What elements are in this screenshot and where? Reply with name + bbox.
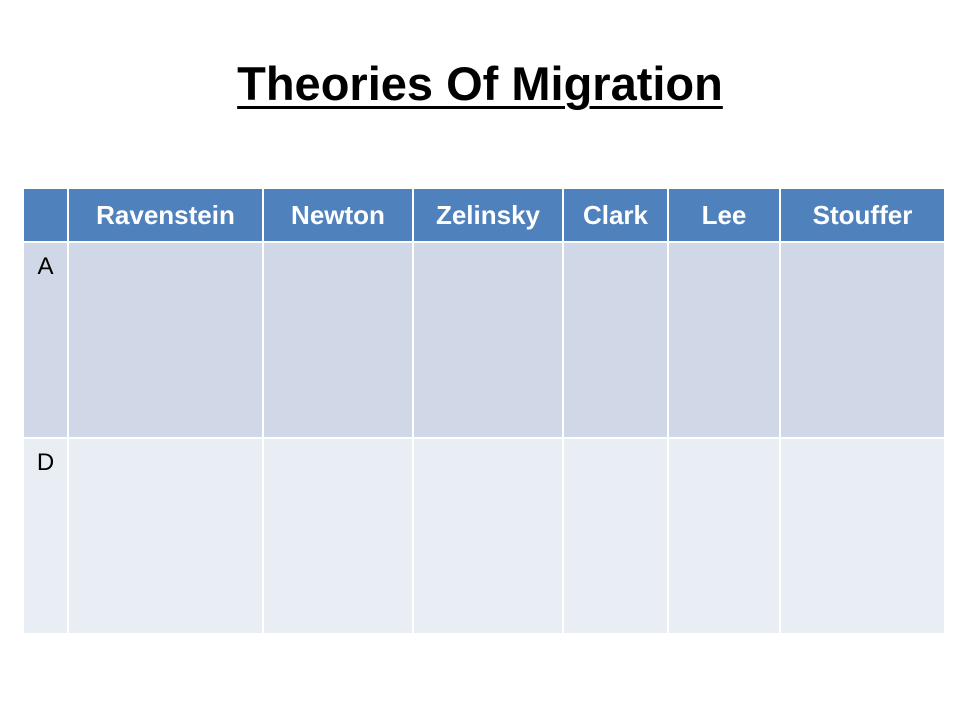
table-cell[interactable]	[412, 241, 564, 439]
column-header-lee: Lee	[667, 187, 781, 243]
table-row-d: D	[22, 437, 946, 635]
table-cell[interactable]	[262, 241, 414, 439]
column-header-clark: Clark	[562, 187, 669, 243]
table-cell[interactable]	[67, 437, 264, 635]
slide-title: Theories Of Migration	[0, 58, 960, 110]
table-cell[interactable]	[412, 437, 564, 635]
header-corner-cell	[22, 187, 69, 243]
header-row: Ravenstein Newton Zelinsky Clark Lee Sto…	[22, 187, 946, 243]
theories-table: Ravenstein Newton Zelinsky Clark Lee Sto…	[22, 187, 946, 635]
table-cell[interactable]	[562, 437, 669, 635]
table-cell[interactable]	[562, 241, 669, 439]
table-cell[interactable]	[779, 437, 946, 635]
table-cell[interactable]	[779, 241, 946, 439]
table-cell[interactable]	[667, 241, 781, 439]
column-header-stouffer: Stouffer	[779, 187, 946, 243]
row-label-d: D	[22, 437, 69, 635]
table-cell[interactable]	[667, 437, 781, 635]
column-header-ravenstein: Ravenstein	[67, 187, 264, 243]
table-row-a: A	[22, 241, 946, 439]
table-cell[interactable]	[262, 437, 414, 635]
table-cell[interactable]	[67, 241, 264, 439]
column-header-newton: Newton	[262, 187, 414, 243]
row-label-a: A	[22, 241, 69, 439]
column-header-zelinsky: Zelinsky	[412, 187, 564, 243]
slide-title-text: Theories Of Migration	[237, 57, 723, 110]
